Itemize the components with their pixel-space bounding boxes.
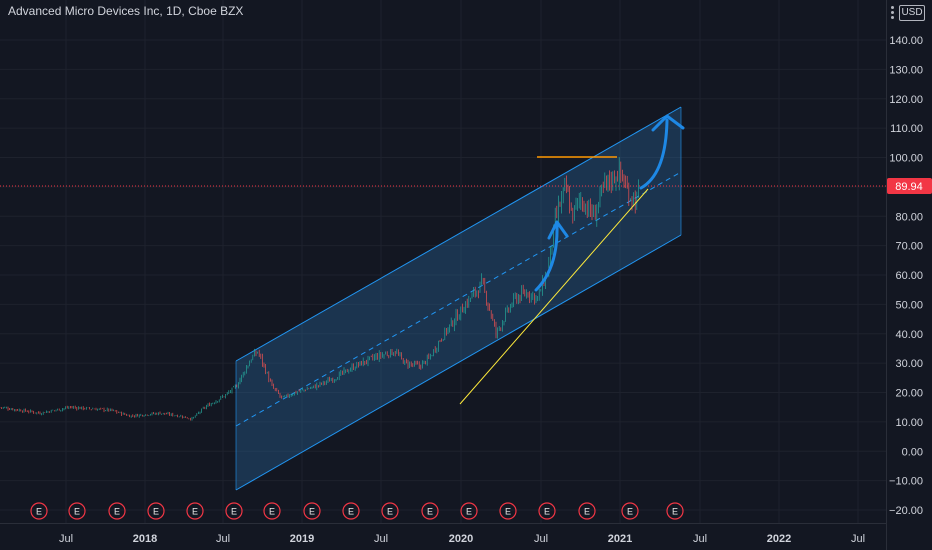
chart-grid — [0, 0, 886, 523]
price-tick-label: −20.00 — [889, 505, 923, 517]
svg-text:E: E — [74, 507, 80, 517]
support-trend-line[interactable] — [459, 188, 649, 405]
time-tick-label: 2018 — [133, 533, 157, 545]
time-axis[interactable]: Jul 2018 Jul 2019 Jul 2020 Jul 2021 Jul 2022 Jul — [59, 533, 865, 545]
current-price-badge: 89.94 — [887, 178, 932, 194]
svg-text:E: E — [348, 507, 354, 517]
svg-text:E: E — [427, 507, 433, 517]
svg-text:E: E — [387, 507, 393, 517]
svg-text:E: E — [36, 507, 42, 517]
earnings-marker[interactable]: E — [30, 502, 48, 520]
currency-selector[interactable]: USD — [899, 5, 925, 21]
curved-arrow-icon[interactable] — [534, 220, 569, 292]
earnings-marker[interactable]: E — [538, 502, 556, 520]
time-tick-label: 2020 — [449, 533, 473, 545]
chart-title: Advanced Micro Devices Inc, 1D, Cboe BZX — [8, 4, 244, 18]
price-tick-label: 50.00 — [895, 299, 923, 311]
time-tick-label: 2019 — [290, 533, 314, 545]
curved-arrow-icon[interactable] — [639, 114, 685, 190]
price-tick-label: 140.00 — [889, 35, 923, 47]
earnings-marker[interactable]: E — [621, 502, 639, 520]
price-tick-label: 20.00 — [895, 388, 923, 400]
three-dots-icon[interactable] — [886, 2, 898, 22]
time-tick-label: Jul — [534, 533, 548, 545]
channel-median-line[interactable] — [235, 171, 682, 427]
candlestick-series — [0, 157, 639, 421]
price-tick-label: 10.00 — [895, 417, 923, 429]
earnings-marker[interactable]: E — [68, 502, 86, 520]
svg-text:E: E — [269, 507, 275, 517]
earnings-marker[interactable]: E — [381, 502, 399, 520]
svg-text:E: E — [505, 507, 511, 517]
svg-text:E: E — [192, 507, 198, 517]
svg-text:E: E — [231, 507, 237, 517]
earnings-marker[interactable]: E — [108, 502, 126, 520]
svg-text:E: E — [544, 507, 550, 517]
svg-text:E: E — [584, 507, 590, 517]
earnings-marker[interactable]: E — [460, 502, 478, 520]
earnings-marker[interactable]: E — [303, 502, 321, 520]
svg-text:E: E — [672, 507, 678, 517]
svg-text:E: E — [114, 507, 120, 517]
time-tick-label: Jul — [851, 533, 865, 545]
price-tick-label: 120.00 — [889, 94, 923, 106]
svg-text:E: E — [153, 507, 159, 517]
earnings-marker[interactable]: E — [147, 502, 165, 520]
price-axis[interactable]: 140.00130.00120.00110.00100.0090.0080.00… — [889, 35, 923, 517]
price-tick-label: 60.00 — [895, 270, 923, 282]
time-tick-label: Jul — [59, 533, 73, 545]
price-tick-label: 130.00 — [889, 64, 923, 76]
earnings-marker[interactable]: E — [263, 502, 281, 520]
price-tick-label: 30.00 — [895, 358, 923, 370]
earnings-marker[interactable]: E — [499, 502, 517, 520]
earnings-marker[interactable]: E — [421, 502, 439, 520]
price-tick-label: 0.00 — [902, 446, 923, 458]
price-tick-label: 70.00 — [895, 241, 923, 253]
price-tick-label: 110.00 — [890, 123, 923, 135]
svg-text:E: E — [466, 507, 472, 517]
channel-lower-line[interactable] — [235, 234, 682, 491]
time-tick-label: Jul — [374, 533, 388, 545]
price-tick-label: 80.00 — [895, 211, 923, 223]
regression-channel[interactable] — [235, 106, 682, 491]
price-tick-label: 40.00 — [895, 329, 923, 341]
price-tick-label: −10.00 — [889, 476, 923, 488]
earnings-marker[interactable]: E — [225, 502, 243, 520]
earnings-marker[interactable]: E — [578, 502, 596, 520]
earnings-marker[interactable]: E — [186, 502, 204, 520]
earnings-marker[interactable]: E — [342, 502, 360, 520]
svg-text:E: E — [309, 507, 315, 517]
time-tick-label: Jul — [216, 533, 230, 545]
time-tick-label: Jul — [693, 533, 707, 545]
earnings-marker[interactable]: E — [666, 502, 684, 520]
current-price-label: 89.94 — [895, 181, 923, 193]
channel-upper-line[interactable] — [235, 106, 682, 362]
time-tick-label: 2021 — [608, 533, 632, 545]
svg-text:E: E — [627, 507, 633, 517]
time-tick-label: 2022 — [767, 533, 791, 545]
price-tick-label: 100.00 — [889, 153, 923, 165]
